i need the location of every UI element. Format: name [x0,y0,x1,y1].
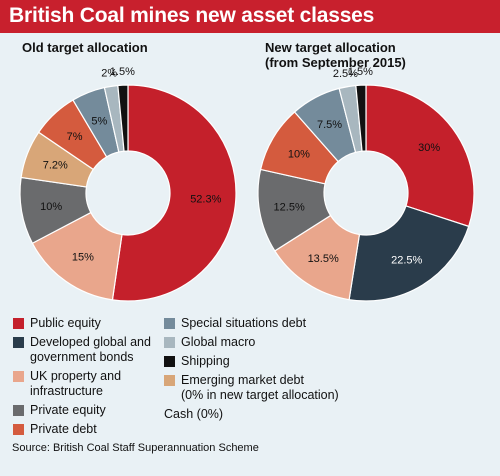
old-slice-label-0: 52.3% [190,194,221,206]
new-slice-label-2: 13.5% [308,253,339,265]
new-slice-label-6: 2.5% [333,68,358,80]
legend-swatch-col2-0 [164,318,175,329]
page-title: British Coal mines new asset classes [9,4,375,27]
title-bar: British Coal mines new asset classes [0,0,500,33]
legend-label-col2-1-0: Global macro [181,335,256,349]
legend-label-col2-3-0: Emerging market debt [181,373,304,387]
old-slice-label-5: 5% [91,115,107,127]
legend-swatch-col1-0 [13,318,24,329]
legend-label-col1-0-0: Public equity [30,316,101,330]
new-slice-0 [365,84,475,228]
new-slice-1 [348,205,470,302]
old-slice-label-6: 2% [101,67,117,79]
old-slice-label-1: 15% [72,252,94,264]
new-slice-label-1: 22.5% [391,255,422,267]
new-chart-title: New target allocation [265,40,396,55]
new-slice-label-4: 10% [288,148,310,160]
old-chart-title: Old target allocation [22,40,148,55]
legend-swatch-col1-3 [13,405,24,416]
source-note: Source: British Coal Staff Superannuatio… [12,442,259,454]
old-slice-7 [117,84,129,152]
old-slice-0 [111,84,237,302]
legend-label-col1-2-0: UK property and [30,369,122,383]
new-slice-label-0: 30% [418,142,440,154]
old-slice-label-7: 1.5% [110,66,135,78]
legend-label-col1-3-0: Private equity [30,403,106,417]
legend-label-col1-1-1: government bonds [30,350,134,364]
legend-swatch-col2-3 [164,375,175,386]
legend-label-col2-0-0: Special situations debt [181,316,307,330]
legend-swatch-col2-1 [164,337,175,348]
old-slice-label-2: 10% [40,201,62,213]
legend-label-col2-3-1: (0% in new target allocation) [181,388,339,402]
legend-label-col2-4-0: Cash (0%) [164,407,224,421]
legend-label-col1-2-1: infrastructure [30,384,103,398]
new-slice-label-5: 7.5% [317,119,342,131]
old-slice-label-3: 7.2% [43,160,68,172]
new-slice-label-3: 12.5% [274,201,305,213]
legend-swatch-col1-2 [13,371,24,382]
legend-label-col2-2-0: Shipping [181,354,230,368]
legend-label-col1-1-0: Developed global and [30,335,151,349]
new-slice-label-7: 1.5% [348,66,373,78]
legend-label-col1-4-0: Private debt [30,422,97,436]
new-slice-7 [355,84,367,152]
legend-swatch-col1-1 [13,337,24,348]
new-chart-subtitle: (from September 2015) [265,55,406,70]
legend-swatch-col2-2 [164,356,175,367]
legend-swatch-col1-4 [13,424,24,435]
old-slice-label-4: 7% [67,131,83,143]
